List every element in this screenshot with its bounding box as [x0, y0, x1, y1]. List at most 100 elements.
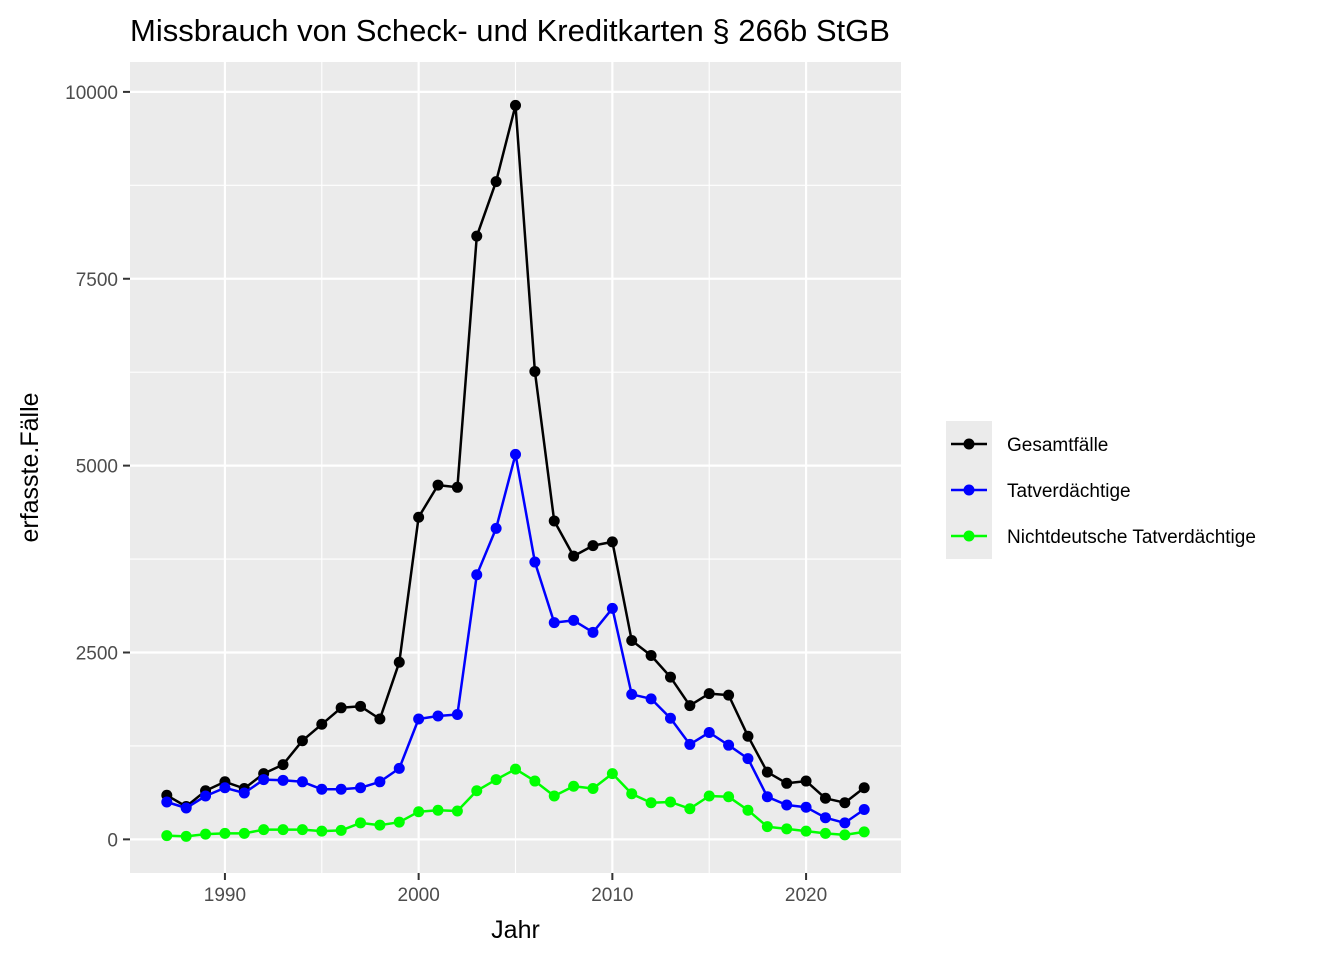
data-point	[664, 712, 676, 724]
data-point	[858, 803, 870, 815]
data-point	[548, 790, 560, 802]
x-tick-label: 2020	[785, 885, 827, 906]
chart-title: Missbrauch von Scheck- und Kreditkarten …	[130, 13, 890, 48]
x-axis-title: Jahr	[491, 916, 540, 944]
data-point	[664, 796, 676, 808]
data-point	[761, 791, 773, 803]
data-point	[781, 823, 793, 835]
data-point	[374, 819, 386, 831]
data-point	[258, 824, 270, 836]
data-point	[858, 826, 870, 838]
data-point	[510, 99, 521, 111]
data-point	[490, 176, 502, 188]
data-point	[471, 785, 483, 797]
data-point	[587, 783, 599, 795]
data-point	[471, 569, 483, 581]
series-2	[161, 448, 870, 829]
data-point	[684, 700, 696, 712]
data-point	[238, 827, 250, 839]
data-point	[432, 804, 444, 816]
x-tick-label: 2010	[591, 885, 633, 906]
data-point	[781, 799, 793, 811]
data-point	[355, 782, 367, 794]
data-point	[568, 614, 580, 626]
data-point	[413, 806, 425, 818]
data-point	[432, 710, 444, 722]
legend: Gesamtfälle Tatverdächtige Nichtdeutsche T…	[946, 421, 1256, 559]
data-point	[626, 635, 638, 647]
data-point	[645, 649, 657, 661]
data-point	[219, 827, 231, 839]
data-point	[626, 788, 638, 800]
data-point	[510, 448, 521, 460]
data-point	[451, 805, 463, 817]
data-point	[548, 515, 560, 527]
data-point	[703, 790, 715, 802]
x-tick-label: 2000	[398, 885, 440, 906]
data-point	[277, 774, 289, 786]
axes: 0 2500 5000 7500 10000 1990 2000 2010 2020	[65, 83, 827, 906]
data-point	[761, 766, 773, 778]
data-point	[684, 738, 696, 750]
data-point	[761, 821, 773, 833]
data-point	[819, 827, 831, 839]
legend-key-point	[963, 530, 975, 542]
data-point	[374, 713, 386, 725]
data-point	[393, 762, 405, 774]
y-tick-label: 7500	[76, 270, 118, 291]
data-point	[800, 775, 812, 787]
data-point	[374, 776, 386, 788]
legend-item: Nichtdeutsche Tatverdächtige	[946, 513, 1256, 559]
data-point	[587, 540, 599, 552]
data-point	[335, 824, 347, 836]
x-tick-label: 1990	[204, 885, 246, 906]
data-point	[723, 791, 735, 803]
data-point	[723, 739, 735, 751]
y-tick-label: 5000	[76, 457, 118, 478]
data-point	[316, 718, 328, 730]
data-point	[839, 829, 851, 841]
data-point	[200, 828, 212, 840]
data-point	[723, 689, 735, 701]
data-point	[858, 782, 870, 794]
data-point	[781, 777, 793, 789]
data-point	[529, 556, 541, 568]
data-point	[587, 626, 599, 638]
data-point	[277, 824, 289, 836]
data-point	[161, 830, 173, 842]
legend-item: Tatverdächtige	[946, 467, 1131, 513]
data-point	[161, 796, 173, 808]
data-point	[664, 671, 676, 683]
grid	[130, 62, 901, 873]
data-point	[819, 812, 831, 824]
series-layer	[161, 99, 870, 842]
data-point	[839, 817, 851, 829]
data-point	[529, 365, 541, 377]
data-point	[277, 759, 289, 771]
data-point	[800, 825, 812, 837]
data-point	[529, 775, 541, 787]
data-point	[510, 763, 521, 775]
data-point	[258, 774, 270, 786]
data-point	[393, 656, 405, 668]
series-3	[161, 763, 870, 842]
data-point	[703, 726, 715, 738]
data-point	[490, 522, 502, 534]
data-point	[316, 825, 328, 837]
legend-label: Tatverdächtige	[1007, 481, 1131, 502]
data-point	[742, 753, 754, 765]
data-point	[296, 776, 308, 788]
data-point	[819, 792, 831, 804]
data-point	[684, 803, 696, 815]
y-tick-label: 0	[107, 830, 118, 851]
data-point	[742, 730, 754, 742]
data-point	[316, 783, 328, 795]
data-point	[238, 787, 250, 799]
data-point	[645, 797, 657, 809]
y-tick-label: 10000	[65, 83, 118, 104]
legend-key-point	[963, 484, 975, 496]
data-point	[355, 817, 367, 829]
data-point	[451, 481, 463, 493]
data-point	[839, 797, 851, 809]
